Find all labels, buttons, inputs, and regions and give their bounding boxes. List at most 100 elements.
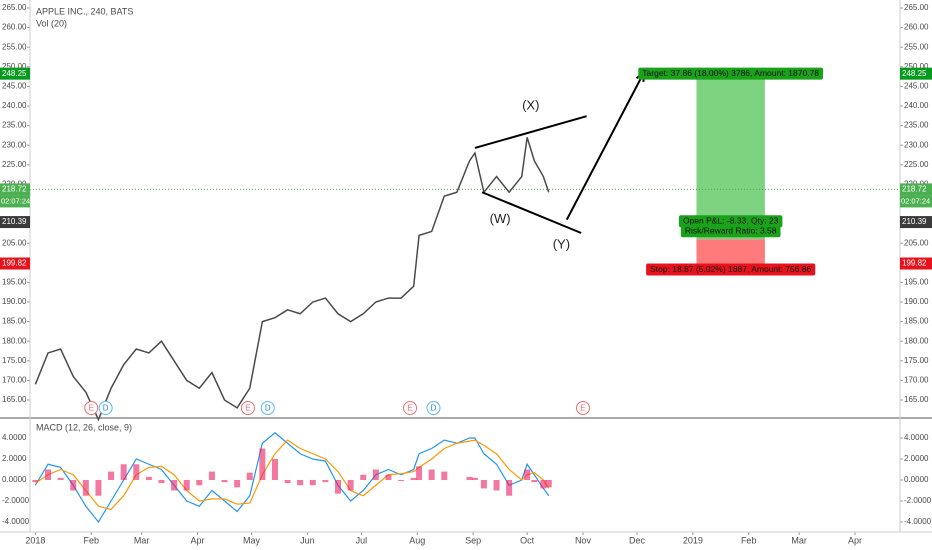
- price-badge: [0, 183, 30, 196]
- macd-histogram-bar: [466, 476, 473, 480]
- y-tick-label: 265.00: [2, 3, 27, 12]
- price-badge-label: 199.82: [902, 259, 927, 268]
- y-tick-label: 265.00: [904, 3, 929, 12]
- y-tick-label: 250.00: [2, 62, 27, 71]
- macd-histogram-bar: [297, 480, 304, 486]
- y-tick-label: 180.00: [2, 336, 27, 345]
- macd-histogram-bar: [531, 480, 538, 483]
- macd-histogram-bar: [246, 472, 253, 480]
- macd-line: [35, 439, 550, 511]
- y-tick-label: 195.00: [904, 278, 929, 287]
- x-tick-label: Jun: [300, 535, 315, 545]
- macd-tick-label: -2.0000: [904, 496, 932, 505]
- price-badge: [900, 183, 932, 196]
- wave-label: (X): [522, 97, 539, 112]
- macd-tick-label: 4.0000: [904, 433, 929, 442]
- price-badge-label: 218.72: [902, 185, 927, 194]
- event-label: D: [265, 404, 271, 413]
- y-tick-label: 205.00: [2, 238, 27, 247]
- macd-histogram-bar: [120, 464, 127, 480]
- macd-histogram-bar: [309, 480, 316, 486]
- price-badge: [0, 67, 30, 80]
- x-tick-label: Dec: [629, 535, 646, 545]
- event-marker: [260, 401, 275, 415]
- y-tick-label: 205.00: [904, 238, 929, 247]
- target-label-bg: [638, 67, 824, 80]
- macd-histogram-bar: [410, 477, 417, 480]
- x-tick-label: Nov: [575, 535, 592, 545]
- countdown-badge: [0, 195, 30, 208]
- macd-tick-label: 0.0000: [904, 475, 929, 484]
- macd-title: MACD (12, 26, close, 9): [36, 422, 132, 432]
- macd-histogram-bar: [133, 464, 140, 480]
- price-badge: [0, 216, 30, 229]
- y-tick-label: 240.00: [2, 101, 27, 110]
- y-tick-label: 235.00: [2, 121, 27, 130]
- y-tick-label: 185.00: [2, 317, 27, 326]
- x-tick-label: Apr: [848, 535, 862, 545]
- y-tick-label: 255.00: [904, 42, 929, 51]
- macd-histogram-bar: [45, 469, 52, 480]
- y-tick-label: 180.00: [904, 336, 929, 345]
- macd-histogram-bar: [95, 480, 102, 496]
- macd-histogram-bar: [196, 480, 203, 486]
- y-tick-label: 170.00: [2, 376, 27, 385]
- y-tick-label: 240.00: [904, 101, 929, 110]
- macd-histogram-bar: [171, 480, 178, 491]
- ratio-label: Risk/Reward Ratio: 3.58: [685, 226, 777, 236]
- x-tick-label: 2018: [25, 535, 45, 545]
- x-tick-label: May: [243, 535, 261, 545]
- macd-histogram-bar: [82, 480, 89, 496]
- x-tick-label: Sep: [465, 535, 481, 545]
- macd-histogram-bar: [347, 480, 354, 491]
- macd-histogram-bar: [335, 480, 342, 494]
- y-tick-label: 260.00: [2, 23, 27, 32]
- y-tick-label: 190.00: [904, 297, 929, 306]
- trend-line: [474, 115, 587, 149]
- event-label: D: [431, 404, 437, 413]
- event-marker: [84, 401, 99, 415]
- price-badge: [900, 257, 932, 270]
- trend-line: [565, 71, 646, 221]
- y-tick-label: 225.00: [2, 160, 27, 169]
- chart-title: APPLE INC., 240, BATS: [36, 6, 133, 16]
- y-tick-label: 165.00: [2, 395, 27, 404]
- price-badge: [900, 216, 932, 229]
- price-badge-label: 199.82: [2, 259, 27, 268]
- ratio-label-bg: [680, 225, 781, 238]
- countdown-badge: [900, 195, 932, 208]
- countdown: 02:07:24: [1, 196, 30, 205]
- macd-histogram-bar: [145, 476, 152, 480]
- x-tick-label: Feb: [741, 535, 757, 545]
- price-badge-label: 210.39: [902, 217, 927, 226]
- event-marker: [98, 401, 113, 415]
- y-tick-label: 190.00: [2, 297, 27, 306]
- macd-histogram-bar: [471, 477, 478, 480]
- price-badge: [0, 257, 30, 270]
- macd-histogram-bar: [70, 480, 77, 491]
- macd-histogram-bar: [221, 480, 228, 483]
- price-badge-label: 218.72: [2, 185, 27, 194]
- macd-histogram-bar: [480, 480, 487, 489]
- event-label: D: [103, 404, 109, 413]
- event-marker: [575, 401, 590, 415]
- macd-histogram-bar: [322, 480, 329, 483]
- event-marker: [403, 401, 418, 415]
- event-label: E: [89, 404, 94, 413]
- macd-histogram-bar: [524, 469, 531, 480]
- x-tick-label: Mar: [134, 535, 150, 545]
- y-tick-label: 255.00: [2, 42, 27, 51]
- event-label: E: [580, 404, 585, 413]
- y-tick-label: 245.00: [904, 82, 929, 91]
- price-badge-label: 210.39: [2, 217, 27, 226]
- y-tick-label: 185.00: [904, 317, 929, 326]
- price-badge-label: 248.25: [2, 69, 27, 78]
- macd-histogram-bar: [493, 480, 500, 491]
- macd-histogram-bar: [506, 480, 513, 496]
- macd-histogram-bar: [398, 480, 405, 482]
- macd-histogram-bar: [428, 469, 435, 480]
- y-tick-label: 260.00: [904, 23, 929, 32]
- x-tick-label: Feb: [83, 535, 99, 545]
- event-marker: [240, 401, 255, 415]
